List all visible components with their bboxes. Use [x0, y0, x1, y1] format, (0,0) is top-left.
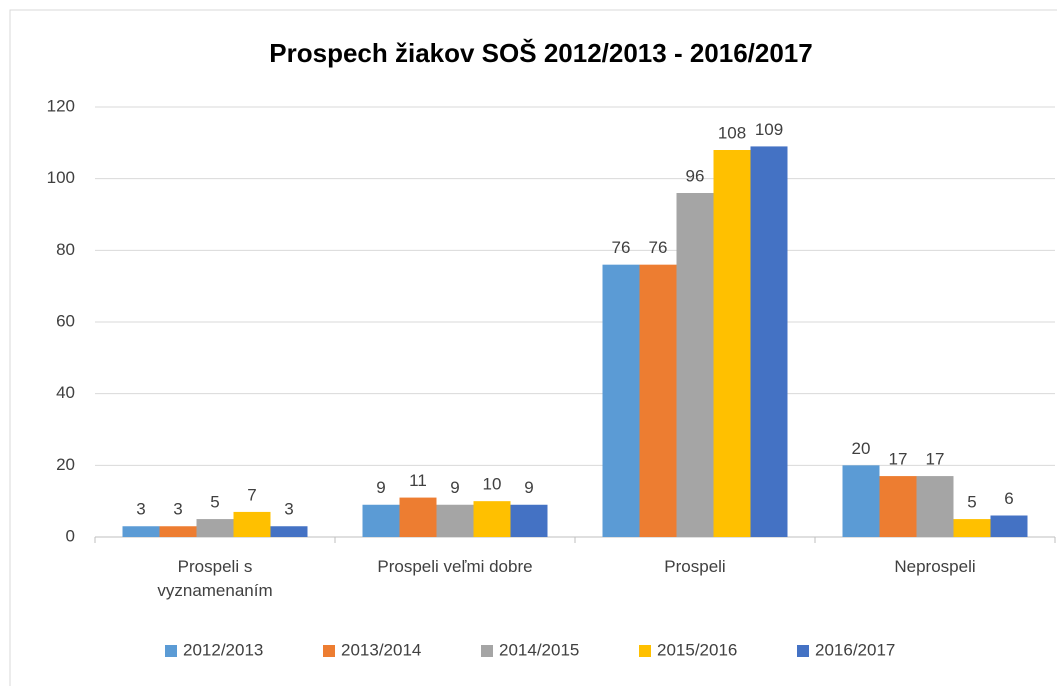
- data-label: 9: [450, 478, 459, 497]
- bar: [196, 519, 234, 537]
- bar: [713, 150, 751, 537]
- data-label: 76: [612, 238, 631, 257]
- bar: [122, 526, 160, 537]
- x-tick-label: Neprospeli: [894, 557, 976, 576]
- bar: [676, 193, 714, 537]
- data-label: 20: [852, 439, 871, 458]
- data-label: 3: [136, 500, 145, 519]
- bar: [990, 515, 1028, 537]
- bar: [436, 504, 474, 537]
- data-label: 5: [210, 493, 219, 512]
- legend-label: 2016/2017: [815, 640, 895, 659]
- data-label: 9: [524, 478, 533, 497]
- data-label: 6: [1004, 489, 1013, 508]
- bar: [270, 526, 308, 537]
- data-label: 76: [649, 238, 668, 257]
- y-tick-label: 120: [47, 96, 75, 115]
- data-label: 5: [967, 493, 976, 512]
- bar: [233, 511, 271, 537]
- x-tick-label: Prospeli veľmi dobre: [377, 557, 533, 576]
- data-label: 108: [718, 123, 746, 142]
- chart-title: Prospech žiakov SOŠ 2012/2013 - 2016/201…: [269, 38, 812, 68]
- y-tick-label: 40: [56, 383, 75, 402]
- chart-border: [9, 9, 1057, 686]
- data-label: 11: [409, 471, 427, 490]
- data-label: 3: [284, 500, 293, 519]
- data-label: 7: [247, 485, 256, 504]
- bar: [159, 526, 197, 537]
- x-tick-label: Prospeli: [664, 557, 726, 576]
- legend-swatch: [323, 645, 335, 657]
- bar: [953, 519, 991, 537]
- data-label: 10: [483, 475, 502, 494]
- bar: [750, 146, 788, 537]
- y-tick-label: 20: [56, 455, 75, 474]
- x-tick-label: Prospeli s vyznamenaním: [157, 557, 273, 600]
- bar: [473, 501, 511, 537]
- legend-label: 2013/2014: [341, 640, 421, 659]
- y-tick-label: 60: [56, 311, 75, 330]
- bar: [639, 264, 677, 537]
- y-tick-label: 100: [47, 168, 75, 187]
- data-label: 96: [686, 166, 705, 185]
- bar: [362, 504, 400, 537]
- legend-label: 2014/2015: [499, 640, 579, 659]
- data-label: 17: [889, 450, 908, 469]
- bar: [916, 476, 954, 537]
- data-label: 17: [926, 450, 945, 469]
- legend-swatch: [481, 645, 493, 657]
- bar: [842, 465, 880, 537]
- y-tick-label: 80: [56, 240, 75, 259]
- legend-label: 2012/2013: [183, 640, 263, 659]
- legend-swatch: [165, 645, 177, 657]
- legend-label: 2015/2016: [657, 640, 737, 659]
- y-tick-label: 0: [66, 526, 75, 545]
- bar: [879, 476, 917, 537]
- data-label: 3: [173, 500, 182, 519]
- data-label: 9: [376, 478, 385, 497]
- bar: [399, 497, 437, 537]
- data-label: 109: [755, 120, 783, 139]
- bar: [510, 504, 548, 537]
- bar: [602, 264, 640, 537]
- legend-swatch: [639, 645, 651, 657]
- legend-swatch: [797, 645, 809, 657]
